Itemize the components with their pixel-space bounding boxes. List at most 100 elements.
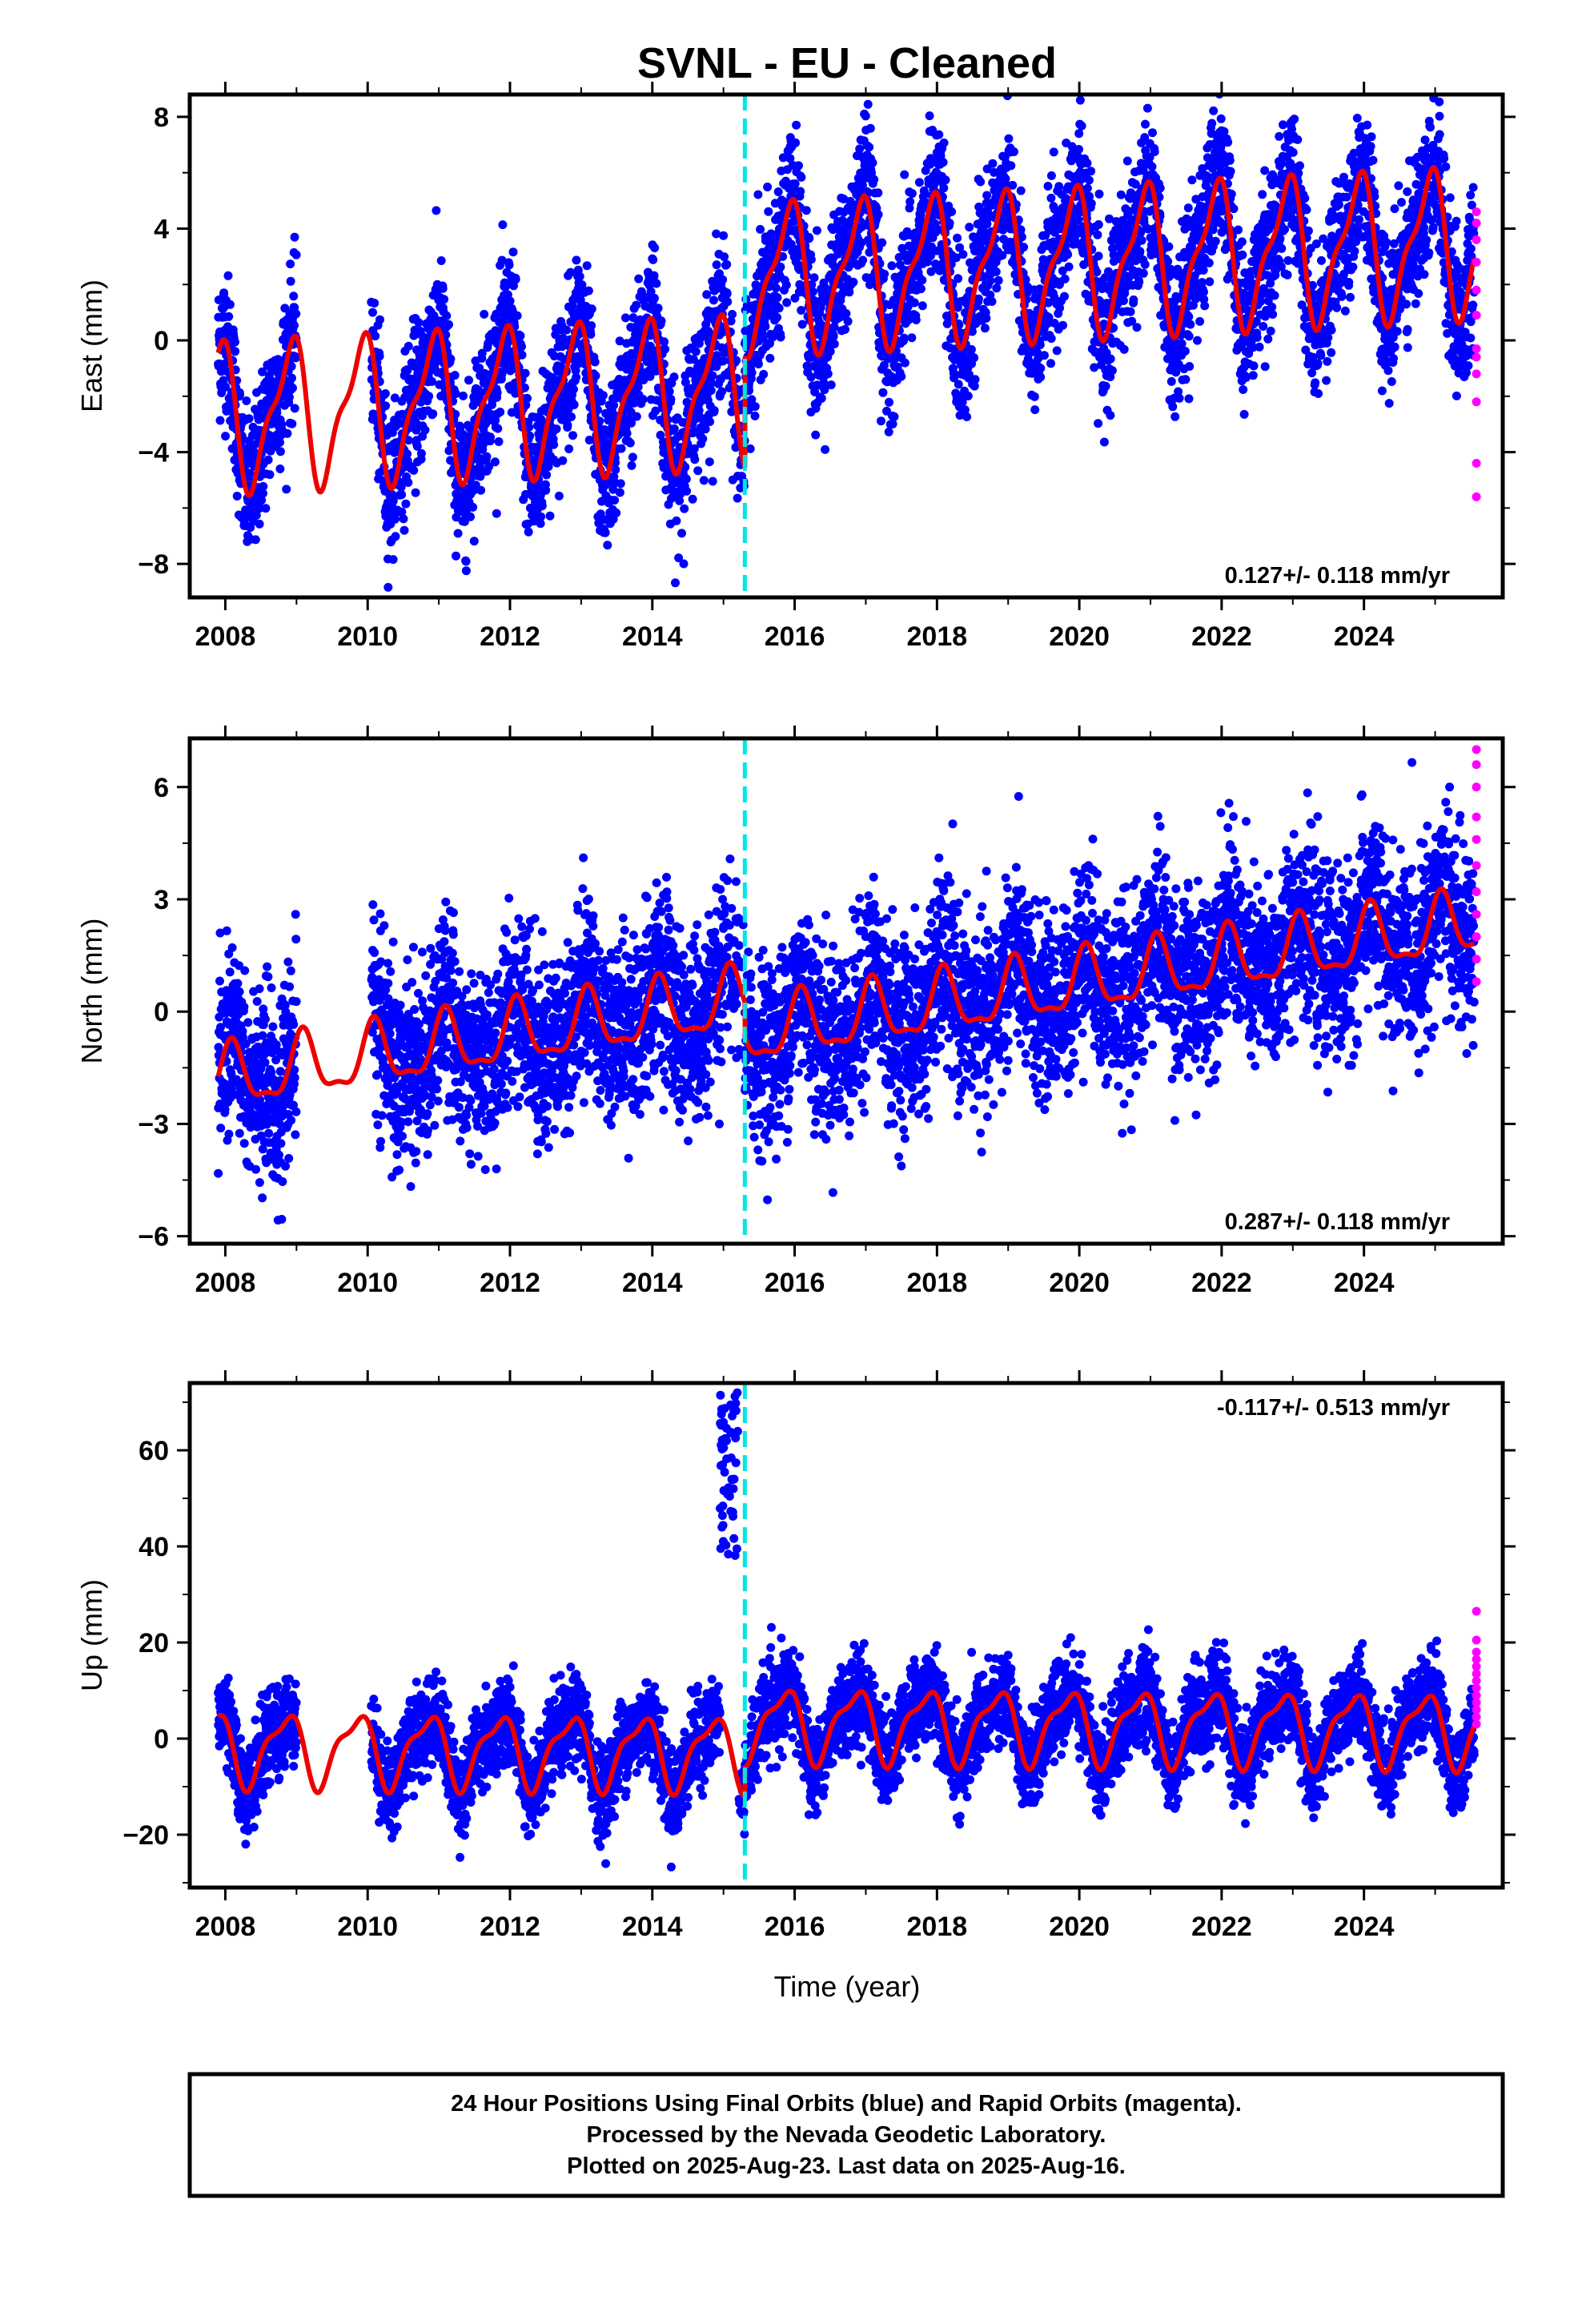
data-point bbox=[1238, 250, 1247, 259]
data-point bbox=[750, 402, 760, 412]
data-point bbox=[801, 206, 811, 215]
data-point bbox=[897, 372, 906, 381]
data-point bbox=[627, 460, 636, 470]
data-point bbox=[843, 316, 853, 326]
data-point bbox=[649, 293, 659, 303]
data-point bbox=[399, 514, 408, 524]
data-point bbox=[966, 344, 976, 354]
data-point bbox=[612, 509, 621, 517]
data-point bbox=[1237, 237, 1247, 247]
data-point bbox=[900, 170, 909, 179]
data-point bbox=[701, 424, 710, 434]
data-point bbox=[459, 391, 468, 400]
data-point bbox=[1039, 351, 1049, 360]
data-point bbox=[492, 509, 501, 518]
data-point bbox=[450, 371, 460, 380]
data-point bbox=[1046, 171, 1056, 180]
data-point bbox=[291, 353, 300, 363]
data-point bbox=[554, 491, 564, 501]
data-point bbox=[907, 333, 917, 343]
data-point bbox=[873, 188, 883, 198]
data-point bbox=[909, 298, 919, 308]
data-point bbox=[917, 301, 927, 311]
data-point bbox=[403, 449, 412, 459]
data-point bbox=[672, 516, 681, 525]
data-point bbox=[765, 353, 775, 363]
data-point bbox=[718, 275, 728, 284]
data-point bbox=[728, 310, 737, 319]
data-point bbox=[1185, 362, 1195, 371]
data-point bbox=[275, 438, 284, 447]
data-point bbox=[709, 406, 719, 415]
data-point bbox=[1177, 339, 1186, 348]
data-point bbox=[773, 293, 782, 303]
data-point bbox=[817, 393, 826, 403]
data-point bbox=[796, 187, 805, 196]
data-point bbox=[1268, 310, 1278, 319]
data-point bbox=[1174, 393, 1184, 403]
data-point bbox=[869, 175, 879, 184]
data-point bbox=[586, 330, 596, 339]
data-point bbox=[911, 316, 921, 324]
data-point bbox=[370, 299, 379, 308]
data-point bbox=[829, 340, 839, 348]
data-point bbox=[1204, 258, 1214, 267]
data-point bbox=[811, 430, 821, 440]
data-point bbox=[258, 367, 267, 376]
data-point bbox=[524, 527, 533, 537]
data-point bbox=[849, 277, 858, 287]
data-point bbox=[541, 485, 551, 495]
data-point bbox=[790, 179, 800, 188]
data-point bbox=[1140, 259, 1150, 269]
data-point bbox=[1060, 292, 1069, 301]
data-point bbox=[625, 438, 635, 448]
data-point bbox=[291, 309, 301, 319]
data-point bbox=[494, 437, 504, 446]
data-point bbox=[468, 502, 478, 512]
data-point bbox=[650, 243, 660, 252]
data-point bbox=[287, 419, 297, 428]
data-point bbox=[451, 389, 460, 398]
data-point bbox=[245, 468, 255, 478]
data-point bbox=[916, 284, 926, 294]
data-point bbox=[776, 262, 785, 271]
data-point bbox=[512, 311, 522, 320]
data-point bbox=[708, 476, 717, 486]
data-point bbox=[1058, 320, 1067, 330]
data-point bbox=[1116, 190, 1126, 199]
data-point bbox=[411, 488, 420, 497]
data-point bbox=[1126, 307, 1135, 316]
data-point bbox=[1093, 230, 1102, 239]
data-point bbox=[1239, 385, 1248, 394]
data-point bbox=[914, 178, 924, 187]
data-point bbox=[1030, 405, 1040, 415]
data-point bbox=[958, 250, 968, 259]
data-point bbox=[722, 259, 732, 269]
data-point bbox=[821, 444, 830, 454]
data-point bbox=[1263, 334, 1273, 344]
data-point bbox=[587, 321, 596, 331]
data-point bbox=[669, 424, 679, 433]
data-point bbox=[404, 478, 413, 487]
data-point bbox=[719, 231, 729, 240]
east-panel: 2008 2010 2012 2014 2016 2018 2020 2022 2024−8−4… bbox=[75, 82, 1516, 652]
data-point bbox=[511, 275, 520, 284]
data-point bbox=[1049, 147, 1058, 157]
data-point bbox=[492, 388, 502, 397]
data-point bbox=[987, 297, 997, 306]
data-point bbox=[517, 350, 527, 360]
data-point bbox=[600, 528, 610, 537]
data-point bbox=[1186, 320, 1195, 329]
data-point bbox=[368, 308, 377, 317]
data-point bbox=[797, 172, 806, 182]
data-point bbox=[1137, 235, 1146, 245]
data-point bbox=[375, 352, 384, 361]
data-point bbox=[482, 452, 492, 461]
data-point bbox=[773, 187, 783, 196]
data-point bbox=[880, 269, 889, 279]
data-point bbox=[289, 292, 299, 301]
data-point bbox=[1260, 362, 1270, 372]
data-point bbox=[750, 411, 760, 420]
data-point bbox=[414, 318, 424, 328]
data-point bbox=[505, 296, 515, 306]
